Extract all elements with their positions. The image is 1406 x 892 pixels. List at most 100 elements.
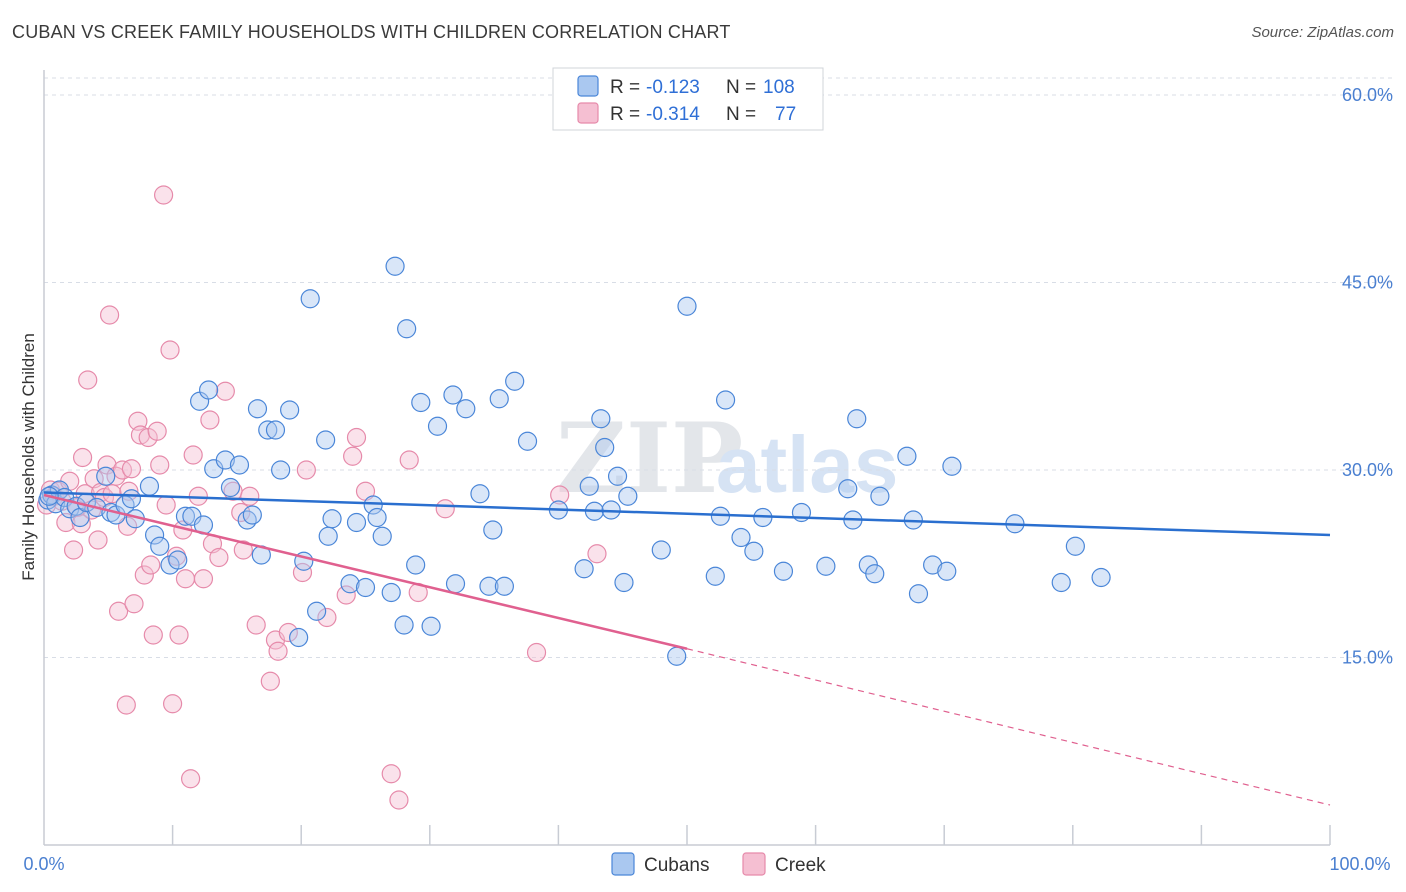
creek-point-29 bbox=[134, 565, 154, 585]
legend-creek-r-value: -0.314 bbox=[646, 104, 700, 125]
cubans-point-105 bbox=[1065, 536, 1085, 556]
legend-swatch-cubans bbox=[577, 75, 599, 97]
cubans-point-53 bbox=[394, 615, 414, 635]
cubans-points bbox=[38, 256, 1111, 666]
creek-point-50 bbox=[215, 381, 235, 401]
creek-point-31 bbox=[141, 555, 161, 575]
legend-cubans-r-value: -0.123 bbox=[646, 77, 700, 98]
cubans-point-95 bbox=[865, 564, 885, 584]
cubans-point-70 bbox=[574, 559, 594, 579]
creek-point-47 bbox=[200, 410, 220, 430]
creek-point-72 bbox=[526, 642, 547, 663]
y-tick-label-45: 45.0% bbox=[1342, 273, 1393, 293]
creek-point-9 bbox=[71, 514, 91, 534]
creek-point-33 bbox=[147, 421, 167, 441]
cubans-point-41 bbox=[307, 601, 327, 621]
creek-point-71 bbox=[435, 499, 455, 519]
legend-box: R = -0.123 N = 108 R = -0.314 N = 77 bbox=[552, 67, 824, 131]
creek-point-65 bbox=[346, 427, 367, 448]
x-tick-marks bbox=[171, 825, 1331, 845]
bottom-legend-creek: Creek bbox=[775, 855, 826, 876]
cubans-point-86 bbox=[744, 541, 764, 561]
creek-point-69 bbox=[399, 450, 419, 470]
creek-point-53 bbox=[233, 540, 253, 560]
y-tick-label-15: 15.0% bbox=[1342, 648, 1393, 668]
cubans-point-77 bbox=[614, 572, 634, 593]
bottom-legend-cubans: Cubans bbox=[644, 855, 710, 876]
cubans-point-67 bbox=[505, 371, 525, 391]
y-tick-labels: 15.0% 30.0% 45.0% 60.0% bbox=[1342, 85, 1393, 668]
creek-point-54 bbox=[240, 486, 260, 506]
cubans-point-73 bbox=[591, 409, 611, 429]
cubans-point-104 bbox=[1051, 572, 1071, 593]
cubans-point-96 bbox=[870, 486, 890, 506]
x-tick-label-min: 0.0% bbox=[23, 854, 64, 874]
cubans-point-14 bbox=[121, 489, 142, 509]
cubans-point-21 bbox=[175, 506, 196, 526]
cubans-point-29 bbox=[229, 455, 250, 475]
creek-point-67 bbox=[381, 764, 401, 784]
cubans-point-42 bbox=[316, 430, 336, 450]
cubans-point-32 bbox=[247, 399, 268, 419]
cubans-point-52 bbox=[385, 256, 405, 276]
creek-point-7 bbox=[63, 540, 84, 560]
cubans-point-90 bbox=[816, 556, 836, 576]
bottom-legend: Cubans Creek bbox=[611, 852, 826, 876]
cubans-point-102 bbox=[942, 456, 962, 476]
cubans-point-47 bbox=[355, 577, 376, 598]
creek-point-18 bbox=[99, 305, 120, 325]
bottom-legend-swatch-cubans bbox=[611, 852, 635, 876]
cubans-point-25 bbox=[199, 380, 219, 400]
creek-point-68 bbox=[389, 790, 409, 810]
cubans-point-97 bbox=[897, 446, 917, 466]
y-axis-title: Family Households with Children bbox=[19, 333, 38, 581]
cubans-point-63 bbox=[479, 576, 499, 596]
cubans-point-78 bbox=[618, 486, 638, 506]
creek-point-76 bbox=[117, 516, 138, 536]
legend-creek-r-label: R = bbox=[610, 104, 640, 125]
creek-point-59 bbox=[278, 622, 298, 643]
cubans-point-55 bbox=[406, 555, 426, 575]
cubans-point-61 bbox=[456, 399, 476, 419]
creek-point-23 bbox=[116, 695, 136, 715]
cubans-point-85 bbox=[731, 527, 751, 548]
creek-point-74 bbox=[587, 544, 607, 564]
creek-point-73 bbox=[550, 485, 570, 505]
watermark-atlas: atlas bbox=[716, 420, 898, 509]
cubans-point-62 bbox=[470, 484, 490, 504]
cubans-point-43 bbox=[318, 526, 338, 546]
cubans-point-66 bbox=[494, 576, 514, 596]
cubans-point-91 bbox=[838, 479, 858, 499]
cubans-point-28 bbox=[220, 477, 241, 498]
cubans-point-59 bbox=[443, 385, 463, 405]
cubans-point-65 bbox=[489, 389, 509, 409]
creek-point-56 bbox=[260, 671, 280, 691]
cubans-point-49 bbox=[367, 507, 387, 528]
cubans-point-84 bbox=[715, 390, 736, 410]
cubans-point-57 bbox=[421, 616, 441, 636]
cubans-point-35 bbox=[265, 420, 286, 440]
y-tick-label-60: 60.0% bbox=[1342, 85, 1393, 105]
cubans-point-34 bbox=[258, 420, 278, 440]
creek-point-11 bbox=[78, 370, 98, 390]
cubans-point-44 bbox=[322, 509, 342, 529]
creek-point-62 bbox=[317, 607, 337, 628]
cubans-point-18 bbox=[150, 536, 170, 556]
cubans-point-45 bbox=[340, 574, 360, 594]
creek-point-49 bbox=[209, 547, 229, 568]
creek-trend-line bbox=[43, 493, 688, 650]
cubans-point-60 bbox=[445, 574, 466, 594]
cubans-point-37 bbox=[280, 400, 300, 420]
cubans-point-20 bbox=[168, 550, 188, 570]
creek-point-37 bbox=[160, 340, 180, 360]
legend-cubans-n-label: N = bbox=[726, 77, 756, 98]
creek-trend-extension bbox=[686, 648, 1331, 806]
creek-point-34 bbox=[150, 455, 170, 475]
chart-title: CUBAN VS CREEK FAMILY HOUSEHOLDS WITH CH… bbox=[12, 22, 731, 42]
cubans-point-58 bbox=[427, 416, 448, 436]
cubans-point-74 bbox=[595, 437, 615, 458]
creek-point-58 bbox=[268, 641, 288, 661]
cubans-point-88 bbox=[773, 561, 794, 581]
cubans-point-99 bbox=[908, 584, 929, 604]
